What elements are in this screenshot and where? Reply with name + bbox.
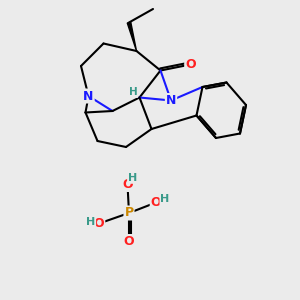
Text: O: O xyxy=(151,196,161,209)
Polygon shape xyxy=(127,22,136,51)
Text: O: O xyxy=(94,217,104,230)
Text: H: H xyxy=(128,173,137,183)
Text: O: O xyxy=(185,58,196,71)
Text: N: N xyxy=(166,94,176,107)
Text: N: N xyxy=(83,89,94,103)
Text: P: P xyxy=(124,206,134,220)
Text: H: H xyxy=(86,217,95,227)
Text: H: H xyxy=(160,194,169,205)
Text: H: H xyxy=(128,87,137,97)
Text: O: O xyxy=(124,235,134,248)
Text: O: O xyxy=(122,178,133,191)
